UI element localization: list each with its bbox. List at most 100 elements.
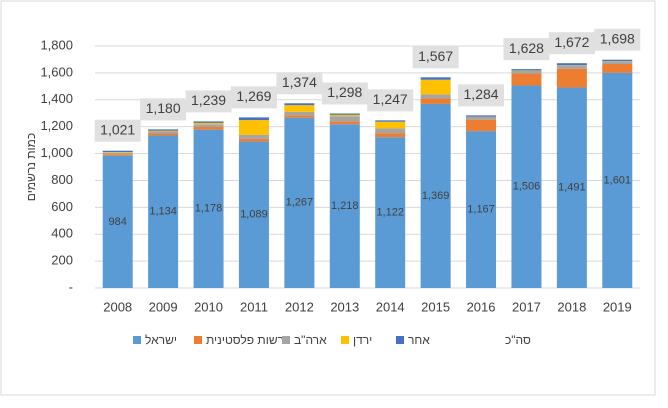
bar-segment bbox=[148, 130, 179, 132]
bar-segment bbox=[420, 79, 451, 95]
legend-label: ירדן bbox=[353, 333, 372, 347]
total-label: 1,180 bbox=[146, 100, 181, 116]
x-tick-label: 2016 bbox=[467, 299, 496, 314]
data-label: 1,218 bbox=[331, 200, 359, 212]
legend-swatch bbox=[133, 336, 141, 344]
x-tick-label: 2008 bbox=[103, 299, 132, 314]
bar-segment bbox=[329, 113, 360, 115]
total-label-box bbox=[185, 90, 232, 113]
data-label: 1,601 bbox=[604, 174, 632, 186]
bar-segment bbox=[511, 70, 542, 74]
x-tick-label: 2011 bbox=[240, 299, 268, 314]
bar-segment bbox=[329, 124, 360, 288]
x-tick-label: 2014 bbox=[376, 299, 405, 314]
total-label: 1,021 bbox=[100, 121, 135, 137]
total-label-box bbox=[276, 72, 323, 95]
bar-segment bbox=[148, 129, 179, 131]
bar-segment bbox=[102, 150, 133, 153]
legend-swatch bbox=[282, 336, 290, 344]
bar-segment bbox=[602, 72, 633, 288]
bar-segment bbox=[420, 77, 451, 80]
bar-segment bbox=[193, 122, 224, 125]
y-tick-label: 400 bbox=[51, 226, 73, 241]
bar-segment bbox=[284, 115, 315, 118]
y-tick-label: 1,800 bbox=[40, 37, 73, 52]
legend-swatch bbox=[341, 336, 349, 344]
legend-label: סה"כ bbox=[505, 333, 531, 347]
bar-segment bbox=[193, 124, 224, 127]
bar-segment bbox=[511, 73, 542, 86]
total-label: 1,298 bbox=[327, 84, 362, 100]
total-label-box bbox=[548, 32, 595, 55]
total-label-box bbox=[503, 38, 550, 61]
data-label: 1,491 bbox=[558, 182, 586, 194]
bar-segment bbox=[329, 121, 360, 125]
bar-segment bbox=[556, 65, 587, 69]
total-label: 1,374 bbox=[282, 74, 317, 90]
total-label: 1,239 bbox=[191, 92, 226, 108]
legend-label: אחר bbox=[408, 333, 430, 347]
bar-segment bbox=[284, 117, 315, 288]
x-tick-label: 2018 bbox=[557, 299, 586, 314]
bar-segment bbox=[466, 131, 497, 288]
bar-segment bbox=[193, 126, 224, 130]
bar-segment bbox=[466, 116, 497, 120]
data-label: 984 bbox=[109, 216, 127, 228]
total-label-box bbox=[140, 98, 187, 121]
y-tick-label: 600 bbox=[51, 199, 73, 214]
bar-segment bbox=[420, 94, 451, 99]
bar-segment bbox=[556, 63, 587, 66]
bar-segment bbox=[420, 98, 451, 104]
total-label-box bbox=[230, 86, 277, 109]
bar-segment bbox=[148, 131, 179, 134]
y-tick-label: 1,200 bbox=[40, 118, 73, 133]
bar-segment bbox=[193, 129, 224, 288]
total-label-box bbox=[321, 82, 368, 105]
data-label: 1,167 bbox=[467, 203, 495, 215]
bar-segment bbox=[375, 120, 406, 122]
data-label: 1,089 bbox=[240, 209, 268, 221]
x-tick-label: 2012 bbox=[285, 299, 314, 314]
x-tick-label: 2009 bbox=[149, 299, 178, 314]
x-tick-label: 2019 bbox=[603, 299, 632, 314]
bar-segment bbox=[375, 137, 406, 288]
bar-segment bbox=[238, 117, 269, 121]
bar-segment bbox=[284, 111, 315, 116]
bar-segment bbox=[102, 152, 133, 155]
y-tick-label: - bbox=[69, 279, 73, 294]
legend-swatch bbox=[396, 336, 404, 344]
data-label: 1,369 bbox=[422, 190, 450, 202]
legend-swatch bbox=[194, 336, 202, 344]
total-label: 1,247 bbox=[373, 91, 408, 107]
bar-segment bbox=[511, 85, 542, 288]
bar-segment bbox=[329, 114, 360, 117]
bar-segment bbox=[148, 135, 179, 288]
legend-label: רשות פלסטינית bbox=[206, 333, 284, 347]
x-tick-label: 2015 bbox=[421, 299, 450, 314]
bar-segment bbox=[102, 155, 133, 288]
x-tick-label: 2013 bbox=[330, 299, 359, 314]
total-label: 1,284 bbox=[464, 86, 499, 102]
bar-segment bbox=[375, 121, 406, 129]
total-label-box bbox=[458, 84, 505, 107]
bar-segment bbox=[466, 115, 497, 117]
total-label: 1,628 bbox=[509, 40, 544, 56]
y-tick-label: 1,600 bbox=[40, 64, 73, 79]
bar-segment bbox=[238, 120, 269, 135]
total-label: 1,269 bbox=[236, 88, 271, 104]
x-tick-label: 2017 bbox=[512, 299, 541, 314]
bar-segment bbox=[102, 152, 133, 153]
bar-segment bbox=[602, 64, 633, 73]
legend-label: ארה"ב bbox=[294, 333, 327, 347]
bar-segment bbox=[375, 128, 406, 134]
bar-segment bbox=[511, 69, 542, 71]
data-label: 1,122 bbox=[376, 206, 404, 218]
y-tick-label: 1,000 bbox=[40, 145, 73, 160]
x-tick-label: 2010 bbox=[194, 299, 223, 314]
legend-label: ישראל bbox=[145, 333, 177, 347]
bar-segment bbox=[602, 61, 633, 65]
bar-segment bbox=[420, 103, 451, 288]
y-axis-label: כמות נרשמים bbox=[24, 133, 38, 201]
y-tick-label: 800 bbox=[51, 172, 73, 187]
